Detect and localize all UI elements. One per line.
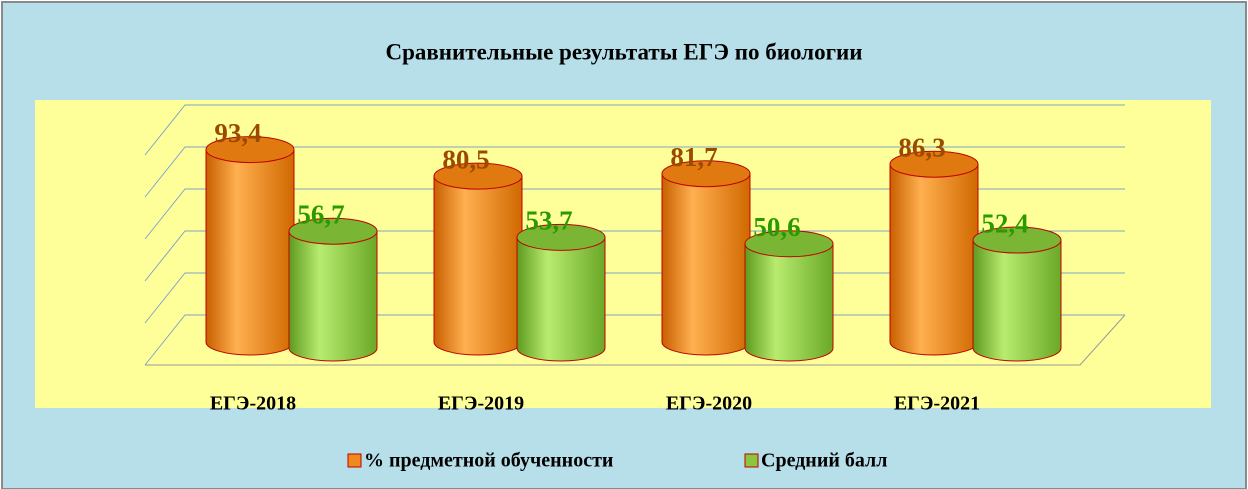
bar-top xyxy=(972,226,1062,254)
value-label: 93,4 xyxy=(214,118,261,148)
grid-line xyxy=(144,146,1125,198)
floor xyxy=(145,314,1126,366)
legend-label: Средний балл xyxy=(761,450,887,472)
bars: 93,4 56,7 80,5 53,7 81,7 50,6 86,3 52,4 xyxy=(205,118,1062,362)
bar-top xyxy=(661,160,751,188)
bar xyxy=(205,149,295,356)
value-label: 81,7 xyxy=(670,142,717,172)
bar-top xyxy=(889,150,979,178)
value-label: 56,7 xyxy=(297,199,344,229)
grid-line xyxy=(144,188,1125,240)
bar-top xyxy=(433,162,523,190)
bar xyxy=(516,236,606,362)
bar xyxy=(744,243,834,362)
value-label: 53,7 xyxy=(525,206,572,236)
x-tick-label: ЕГЭ-2018 xyxy=(210,393,296,415)
bar-top xyxy=(516,223,606,251)
bar xyxy=(661,173,751,356)
x-tick-label: ЕГЭ-2020 xyxy=(666,393,752,415)
value-label: 50,6 xyxy=(753,212,800,242)
bar xyxy=(288,230,378,362)
bar-top xyxy=(744,230,834,258)
value-label: 80,5 xyxy=(442,144,489,174)
value-label: 86,3 xyxy=(898,132,945,162)
grid-line xyxy=(144,104,1125,156)
bar-top xyxy=(288,217,378,245)
legend-marker xyxy=(744,453,759,468)
legend-marker xyxy=(347,453,362,468)
x-tick-label: ЕГЭ-2021 xyxy=(894,393,980,415)
bar-top xyxy=(205,136,295,164)
chart-title: Сравнительные результаты ЕГЭ по биологии xyxy=(385,39,862,64)
bar xyxy=(433,175,523,356)
value-label: 52,4 xyxy=(981,208,1028,238)
bar xyxy=(889,163,979,356)
legend-label: % предметной обученности xyxy=(364,450,613,472)
bar xyxy=(972,239,1062,362)
x-tick-label: ЕГЭ-2019 xyxy=(438,393,524,415)
grid-line xyxy=(144,230,1125,282)
